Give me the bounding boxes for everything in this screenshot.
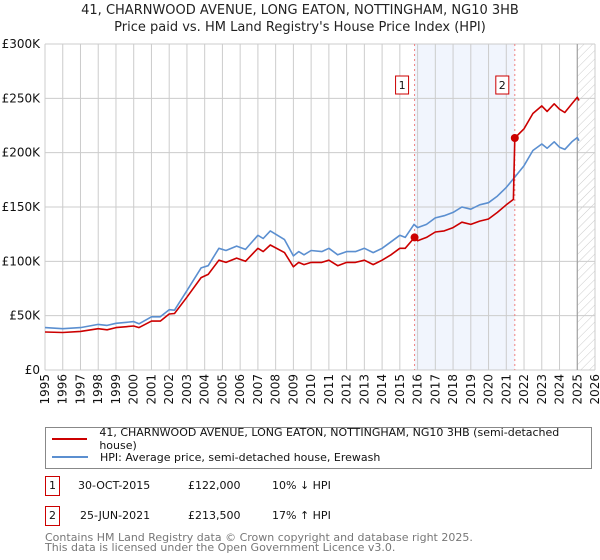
sale-label-border: [395, 75, 410, 95]
x-tick-label: 1995: [38, 374, 52, 405]
sale-point: [410, 233, 419, 242]
x-tick-label: 2006: [233, 374, 247, 405]
x-tick-label: 2000: [127, 374, 141, 405]
legend-label: HPI: Average price, semi-detached house,…: [100, 450, 381, 464]
y-tick-label: £100K: [2, 254, 42, 268]
x-tick-label: 2013: [357, 374, 371, 405]
x-tick-label: 2025: [570, 374, 584, 405]
x-tick-label: 2014: [375, 374, 389, 405]
x-tick-label: 2018: [446, 374, 460, 405]
sale-date: 25-JUN-2021: [80, 509, 151, 522]
chart-subtitle: Price paid vs. HM Land Registry's House …: [114, 20, 486, 35]
x-tick-label: 2021: [499, 374, 513, 405]
sale-label-text: 2: [499, 79, 506, 92]
y-tick-label: £50K: [9, 309, 41, 323]
sale-hpi-diff: 10% ↓ HPI: [272, 479, 331, 492]
price-paid-line: [44, 96, 580, 334]
x-tick-label: 2001: [144, 374, 158, 405]
x-tick-label: 2017: [428, 374, 442, 405]
x-tick-label: 2016: [411, 374, 425, 405]
x-tick-label: 2007: [251, 374, 265, 405]
sale-price: £213,500: [188, 509, 241, 522]
legend-label: 41, CHARNWOOD AVENUE, LONG EATON, NOTTIN…: [99, 426, 560, 452]
x-tick-label: 2012: [340, 374, 354, 405]
sale-price: £122,000: [188, 479, 241, 492]
sale-date: 30-OCT-2015: [78, 479, 151, 492]
sale-label-text: 1: [399, 79, 406, 92]
sale-point: [510, 133, 519, 142]
sale-label-border: [495, 75, 510, 95]
x-tick-label: 2019: [464, 374, 478, 405]
sale-marker-label: 1: [45, 476, 60, 496]
x-tick-label: 1996: [56, 374, 70, 405]
x-tick-label: 2020: [482, 374, 496, 405]
footer-licence: This data is licensed under the Open Gov…: [45, 541, 396, 554]
chart-title: 41, CHARNWOOD AVENUE, LONG EATON, NOTTIN…: [81, 3, 519, 18]
hpi-line: [44, 136, 580, 330]
x-tick-label: 2026: [588, 374, 600, 405]
x-tick-label: 2003: [180, 374, 194, 405]
x-tick-label: 2011: [322, 374, 336, 405]
y-tick-label: £0: [25, 363, 40, 377]
x-tick-label: 2009: [286, 374, 300, 405]
x-tick-label: 1998: [91, 374, 105, 405]
x-tick-label: 2002: [162, 374, 176, 405]
x-tick-label: 2005: [215, 374, 229, 405]
sale-label-box: 1: [395, 75, 410, 95]
legend-swatch-red: [52, 438, 88, 440]
x-tick-label: 2010: [304, 374, 318, 405]
x-tick-label: 1999: [109, 374, 123, 405]
x-tick-label: 1997: [73, 374, 87, 405]
sale-hpi-diff: 17% ↑ HPI: [272, 509, 331, 522]
sale-label-box: 2: [495, 75, 510, 95]
legend: 41, CHARNWOOD AVENUE, LONG EATON, NOTTIN…: [45, 426, 592, 469]
x-tick-label: 2008: [269, 374, 283, 405]
x-tick-label: 2023: [535, 374, 549, 405]
y-tick-label: £300K: [2, 37, 42, 51]
x-tick-label: 2004: [198, 374, 212, 405]
legend-item-hpi: HPI: Average price, semi-detached house,…: [52, 449, 380, 465]
x-tick-label: 2015: [393, 374, 407, 405]
x-tick-label: 2024: [553, 374, 567, 405]
x-tick-label: 2022: [517, 374, 531, 405]
footer-copyright: Contains HM Land Registry data © Crown c…: [45, 531, 473, 544]
y-tick-label: £150K: [2, 200, 42, 214]
legend-item-property: 41, CHARNWOOD AVENUE, LONG EATON, NOTTIN…: [52, 426, 591, 452]
legend-swatch-blue: [52, 456, 88, 458]
sale-marker-label: 2: [45, 506, 60, 526]
y-tick-label: £200K: [2, 146, 42, 160]
plot-area: 1995 1996 1997 1998 1999 2000 2001 2002 2003 2004…: [2, 37, 600, 405]
y-tick-label: £250K: [2, 91, 42, 105]
